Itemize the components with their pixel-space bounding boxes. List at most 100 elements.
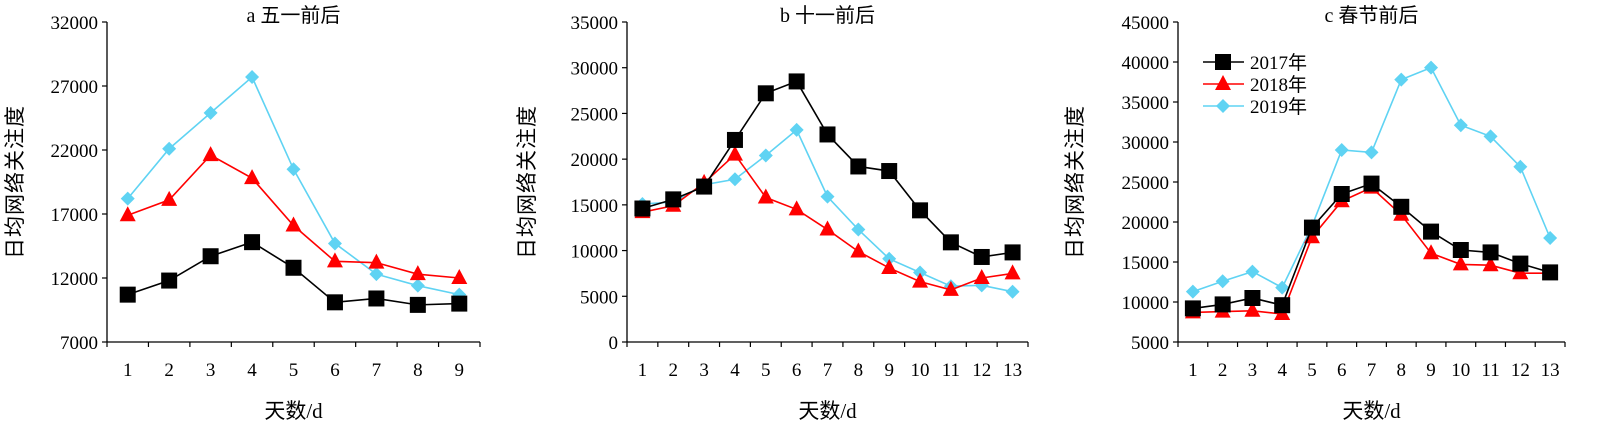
x-tick-label: 4	[1277, 360, 1287, 381]
y-tick-label: 25000	[571, 104, 619, 125]
data-point	[1274, 297, 1291, 314]
chart-title: b 十一前后	[780, 4, 875, 27]
x-tick-label: 12	[972, 360, 991, 381]
series-line-3	[642, 128, 1013, 293]
data-point	[244, 169, 261, 185]
data-point	[757, 85, 774, 102]
x-axis-label: 天数/d	[1342, 399, 1401, 423]
data-point	[788, 73, 805, 90]
data-point	[1424, 60, 1439, 75]
x-tick-label: 7	[1367, 360, 1377, 381]
data-point	[326, 294, 343, 311]
x-tick-label: 8	[413, 360, 423, 381]
data-point	[1543, 231, 1558, 245]
data-point	[1452, 255, 1469, 271]
data-point	[161, 190, 178, 206]
chart-panel-2: b 十一前后 35000 30000 25000 20000 15000 10000 5000…	[515, 4, 1029, 423]
data-point	[368, 290, 385, 307]
data-point	[285, 216, 302, 232]
data-point	[1363, 175, 1380, 192]
data-point	[1244, 290, 1261, 306]
x-tick-label: 2	[669, 360, 679, 381]
data-point	[665, 191, 682, 208]
data-point	[850, 242, 867, 258]
y-tick-label: 30000	[571, 59, 619, 80]
y-tick-label: 10000	[1122, 293, 1170, 314]
data-point	[726, 131, 743, 148]
chart-title: c 春节前后	[1325, 4, 1419, 27]
y-axis-label: 日均网络关注度	[515, 105, 539, 259]
chart-panel-1: a 五一前后 32000 27000 22000 17000 12000 7000 1 2 3 4 5…	[3, 4, 481, 423]
data-point	[789, 122, 804, 137]
legend-label: 2019年	[1250, 96, 1307, 118]
data-point	[451, 295, 468, 312]
data-point	[726, 145, 743, 161]
y-tick-label: 10000	[571, 242, 619, 263]
x-tick-label: 2	[164, 360, 174, 381]
y-tick-label: 17000	[51, 205, 99, 226]
y-tick-label: 5000	[1131, 333, 1169, 354]
data-point	[1004, 244, 1021, 261]
x-tick-label: 8	[854, 360, 864, 381]
data-point	[788, 200, 805, 216]
chart-title: a 五一前后	[247, 4, 341, 27]
data-point	[202, 248, 219, 265]
data-point	[244, 234, 261, 251]
x-tick-label: 4	[730, 360, 740, 381]
data-point	[202, 146, 219, 162]
data-point	[409, 265, 426, 281]
data-point	[634, 200, 651, 217]
y-tick-label: 30000	[1122, 133, 1170, 154]
data-point	[120, 191, 135, 206]
x-tick-label: 5	[289, 360, 299, 381]
x-tick-label: 6	[330, 360, 340, 381]
data-point	[286, 162, 301, 177]
y-axis-label: 日均网络关注度	[3, 105, 27, 259]
x-tick-label: 12	[1511, 360, 1530, 381]
data-point	[1423, 244, 1440, 260]
data-point	[757, 188, 774, 204]
data-point	[912, 272, 929, 288]
data-point	[368, 253, 385, 269]
y-tick-label: 15000	[1122, 253, 1170, 274]
x-tick-label: 1	[123, 360, 133, 381]
data-point	[973, 269, 990, 284]
x-tick-label: 11	[942, 360, 960, 381]
data-point	[1333, 186, 1350, 202]
data-point	[881, 258, 898, 274]
data-point	[1185, 284, 1200, 299]
y-tick-label: 15000	[571, 196, 619, 217]
x-tick-label: 11	[1481, 360, 1499, 381]
data-point	[942, 280, 959, 296]
x-tick-label: 8	[1397, 360, 1407, 381]
data-point	[1452, 242, 1469, 258]
x-tick-label: 5	[761, 360, 771, 381]
y-tick-label: 40000	[1122, 53, 1170, 74]
data-point	[913, 265, 928, 280]
legend-marker	[1215, 54, 1231, 70]
data-point	[285, 259, 302, 276]
y-tick-label: 32000	[51, 13, 99, 34]
y-tick-label: 45000	[1122, 13, 1170, 34]
data-point	[326, 252, 343, 268]
data-point	[850, 158, 867, 175]
data-point	[696, 178, 713, 195]
data-point	[1482, 256, 1499, 272]
data-point	[1184, 300, 1201, 317]
y-tick-label: 22000	[51, 141, 99, 162]
legend-label: 2017年	[1250, 52, 1307, 74]
x-tick-label: 9	[884, 360, 894, 381]
data-point	[1244, 301, 1261, 317]
data-point	[1453, 118, 1468, 133]
x-tick-label: 9	[455, 360, 465, 381]
y-tick-label: 35000	[1122, 93, 1170, 114]
data-point	[1393, 198, 1410, 215]
y-tick-label: 20000	[1122, 213, 1170, 234]
x-tick-label: 7	[823, 360, 833, 381]
data-point	[327, 236, 342, 251]
data-point	[1364, 145, 1379, 160]
data-point	[162, 141, 177, 156]
data-point	[1334, 143, 1349, 157]
